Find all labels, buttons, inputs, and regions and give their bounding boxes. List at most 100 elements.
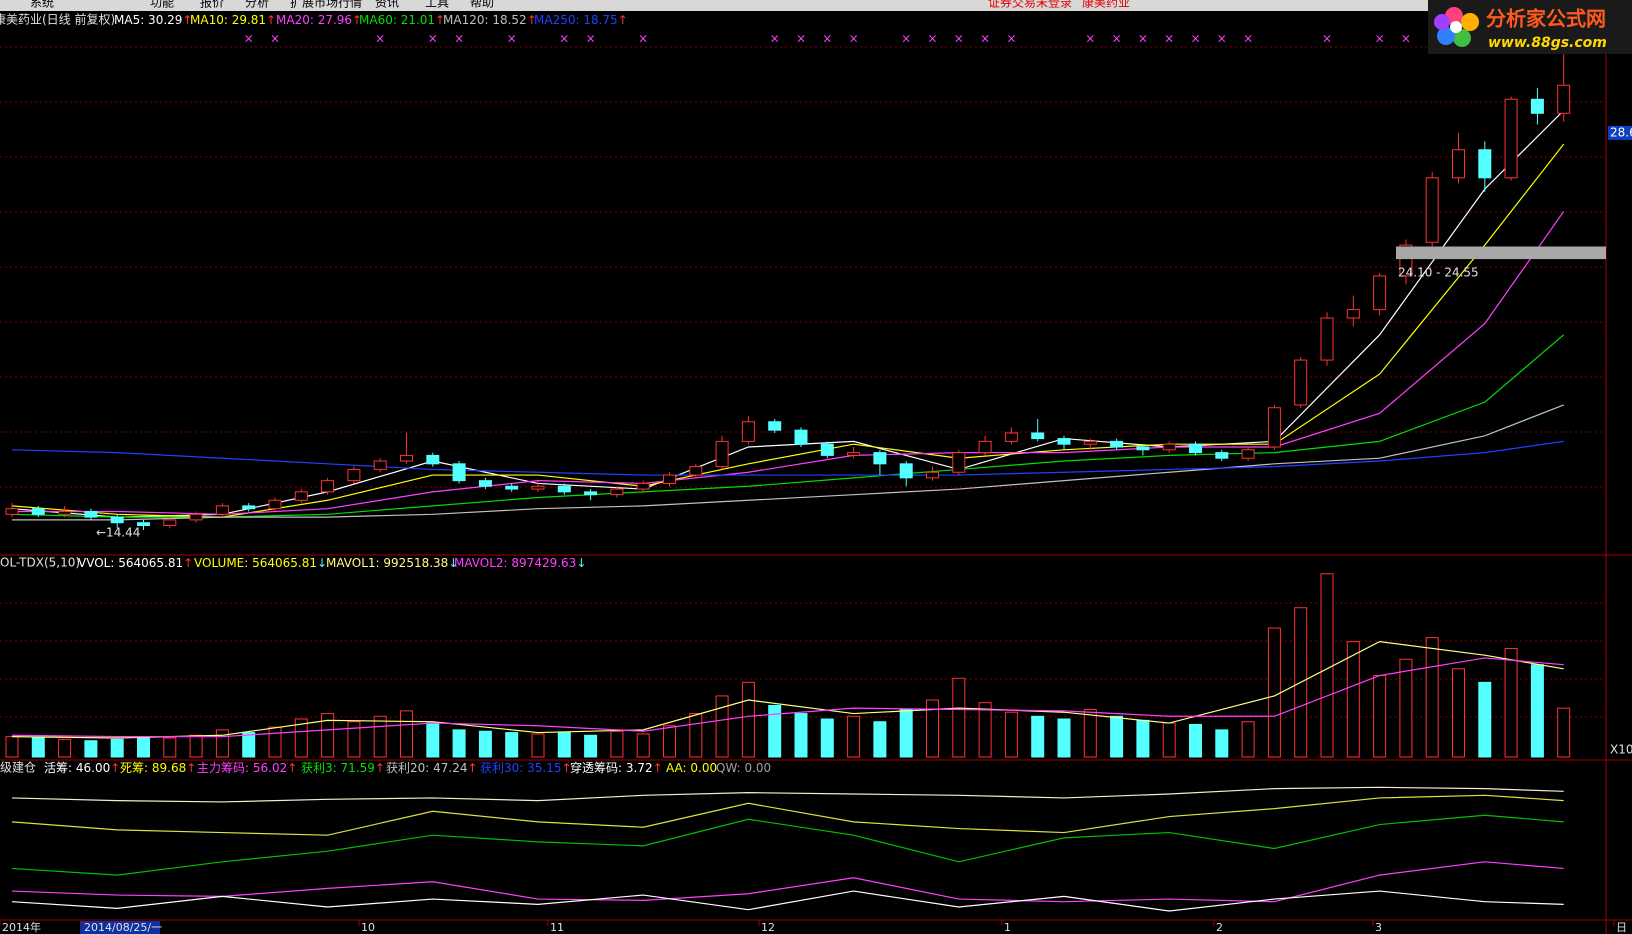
candle-body — [1031, 432, 1045, 440]
legend-arrow: ↑ — [266, 13, 276, 27]
volume-bar — [873, 721, 887, 758]
candle-body — [531, 485, 545, 490]
logo-url: www.88gs.com — [1488, 35, 1607, 51]
candle-body — [137, 522, 150, 527]
menu-item[interactable]: 扩展市场行情 — [290, 0, 362, 10]
volume-bar — [400, 710, 413, 758]
legend-text: VVOL: 564065.81 — [78, 556, 183, 570]
date-label: 2014年 — [2, 920, 41, 934]
candle-body — [373, 460, 387, 470]
volume-bar — [84, 740, 98, 758]
volume-bar — [847, 715, 861, 758]
petal-center — [1450, 21, 1462, 33]
legend-item: VVOL: 564065.81↑ — [78, 556, 193, 570]
legend-item: MA250: 18.75↑ — [534, 13, 628, 27]
candle-body — [189, 513, 203, 521]
petal — [1461, 13, 1479, 31]
menu-item[interactable]: 报价 — [200, 0, 224, 10]
candle-body — [242, 505, 256, 510]
volume-bar — [531, 733, 545, 758]
volume-bar — [741, 681, 755, 758]
signal-mark: × — [822, 32, 832, 46]
petal — [1434, 14, 1450, 30]
signal-mark: × — [507, 32, 517, 46]
volume-bar — [1215, 729, 1229, 758]
legend-item: 死筹: 89.68↑ — [120, 761, 196, 775]
candle-body — [899, 463, 913, 479]
date-label: 12 — [761, 921, 775, 934]
volume-bar — [715, 695, 729, 758]
signal-mark: × — [638, 32, 648, 46]
candle-body — [1373, 275, 1387, 311]
legend-text: 获利20: 47.24 — [386, 761, 467, 775]
volume-bar — [58, 738, 72, 758]
indicator-line — [11, 794, 1564, 836]
volume-bar — [899, 709, 913, 758]
legend-arrow: ↑ — [435, 13, 445, 27]
volume-bar — [1004, 711, 1018, 758]
menu-item[interactable]: 帮助 — [470, 0, 494, 10]
legend-title: 级建仓 — [0, 761, 36, 775]
signal-mark: × — [559, 32, 569, 46]
candle-body — [426, 454, 440, 465]
candle-body — [268, 499, 282, 510]
menu-item[interactable]: 系统 — [30, 0, 54, 10]
legend-text: MAVOL1: 992518.38 — [326, 556, 448, 570]
volume-bar — [689, 713, 703, 758]
volume-bar — [926, 699, 939, 758]
volume-bar — [1057, 718, 1071, 758]
legend-arrow: ↑ — [287, 761, 297, 775]
menu-item[interactable]: 分析 — [245, 0, 269, 10]
signal-mark: × — [980, 32, 990, 46]
signal-mark: × — [1112, 32, 1122, 46]
volume-bar — [347, 721, 361, 758]
candle-body — [400, 454, 413, 462]
signal-mark: × — [1190, 32, 1200, 46]
menu-item[interactable]: 功能 — [150, 0, 174, 10]
candle-body — [978, 440, 992, 454]
low-label: ←14.44 — [96, 526, 140, 540]
candle-body — [347, 468, 361, 482]
legend-item: 获利20: 47.24↑ — [386, 761, 478, 775]
legend-item: 穿透筹码: 3.72↑ — [570, 760, 663, 775]
indicator-line — [11, 786, 1564, 803]
signal-mark: × — [1164, 32, 1174, 46]
volume-bar — [110, 738, 124, 758]
menu-bar — [0, 0, 1632, 11]
indicator-line — [11, 814, 1564, 876]
volume-bar — [584, 734, 598, 758]
legend-arrow: ↑ — [561, 761, 571, 775]
legend-item: 活筹: 46.00↑ — [44, 761, 120, 775]
menu-item[interactable]: 工具 — [425, 0, 449, 10]
candle-body — [768, 421, 782, 431]
date-highlight — [80, 921, 160, 934]
volume-bar — [1478, 681, 1492, 758]
legend-arrow: ↓ — [448, 556, 458, 570]
volume-bar — [505, 732, 519, 758]
menu-item[interactable]: 资讯 — [375, 0, 399, 10]
candle-body — [952, 452, 966, 473]
volume-bar — [1241, 721, 1255, 758]
volume-bar — [1452, 668, 1465, 758]
mavol-line — [11, 641, 1564, 739]
volume-bar — [768, 704, 782, 758]
volume-bar — [1031, 715, 1045, 758]
volume-bar — [1557, 707, 1571, 758]
candle-body — [1346, 309, 1360, 319]
mavol-line — [11, 657, 1564, 738]
price-tag-bg — [1608, 125, 1632, 140]
candle-body — [1136, 446, 1150, 451]
legend-text: 死筹: 89.68 — [120, 761, 186, 775]
status-text: 康美药业 — [1082, 0, 1130, 10]
candle-body — [1162, 443, 1176, 451]
volume-bar — [1425, 637, 1439, 758]
signal-mark: × — [901, 32, 911, 46]
volume-bar — [1267, 627, 1281, 758]
legend-arrow: ↓ — [576, 556, 586, 570]
signal-mark: × — [375, 32, 385, 46]
volume-bar — [242, 732, 256, 758]
candle-body — [741, 421, 755, 442]
legend-arrow: ↑ — [467, 761, 477, 775]
volume-bar — [268, 726, 282, 758]
